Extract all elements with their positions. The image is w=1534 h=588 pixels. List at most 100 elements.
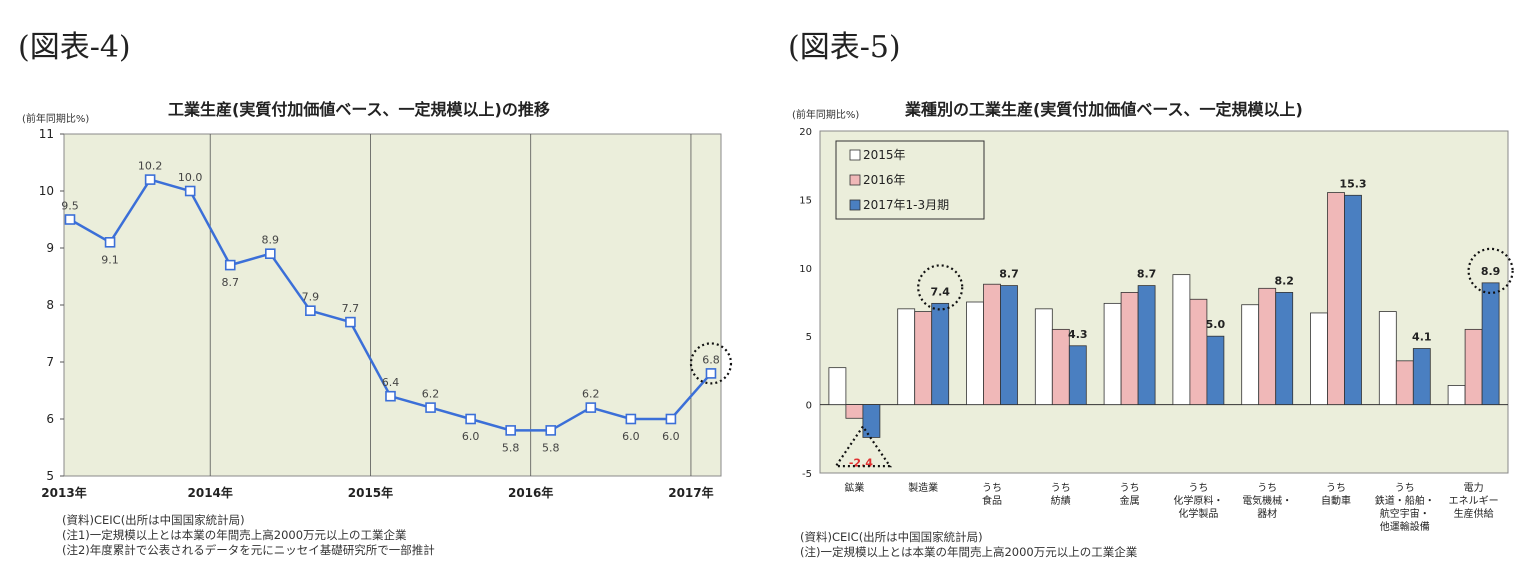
x-tick-label: 2015年 [348, 485, 393, 500]
highlight-circle [917, 264, 964, 311]
bar [1447, 385, 1466, 405]
bar [931, 302, 950, 406]
bar [1206, 335, 1225, 406]
chart-notes-4: (資料)CEIC(出所は中国国家統計局) (注1)一定規模以上とは本業の年間売上… [62, 513, 435, 558]
data-point [505, 425, 516, 436]
data-label: 4.1 [1412, 331, 1432, 344]
category-label: うち [1188, 482, 1208, 494]
bar [1241, 304, 1260, 405]
legend-label: 2017年1-3月期 [863, 198, 949, 212]
bar [1172, 274, 1191, 406]
data-label: 4.3 [1068, 328, 1088, 341]
note-line: (注1)一定規模以上とは本業の年間売上高2000万元以上の工業企業 [62, 528, 407, 542]
plot-area [63, 133, 722, 477]
y-tick-label: 5 [806, 332, 812, 343]
y-tick-label: 8 [46, 298, 54, 312]
data-label: -2.4 [849, 456, 873, 469]
bar [1103, 302, 1122, 406]
x-tick-label: 2017年 [668, 485, 713, 500]
category-label: うち [1257, 482, 1277, 494]
data-point [545, 425, 557, 436]
bar [828, 367, 847, 406]
bar [1481, 282, 1500, 405]
data-label: 6.8 [702, 353, 720, 366]
category-label: 化学製品 [1178, 507, 1218, 520]
x-tick-label: 2014年 [188, 485, 233, 500]
bar [1464, 328, 1483, 405]
y-tick-label: 15 [799, 195, 812, 206]
data-label: 6.0 [622, 430, 640, 443]
highlight-circle [1467, 247, 1514, 294]
category-label: 電力 [1464, 481, 1484, 494]
bar [1327, 192, 1345, 405]
data-point [64, 214, 76, 225]
bar [1258, 287, 1277, 406]
bar [897, 308, 916, 405]
note-line: (注2)年度累計で公表されるデータを元にニッセイ基礎研究所で一部推計 [62, 543, 435, 557]
y-tick-label: 6 [46, 412, 54, 426]
category-label: 製造業 [908, 481, 938, 494]
bar [1189, 298, 1208, 406]
bar [1395, 360, 1414, 406]
y-tick-label: 7 [46, 355, 54, 369]
legend-swatch [849, 149, 861, 161]
bar [914, 311, 933, 405]
data-label: 10.2 [138, 160, 163, 173]
bar [1275, 292, 1294, 406]
data-point [184, 185, 196, 197]
x-tick-label: 2016年 [508, 485, 553, 500]
bar [983, 283, 1001, 406]
data-label: 8.7 [221, 276, 239, 289]
data-point [465, 413, 476, 425]
data-label: 5.0 [1206, 318, 1226, 331]
bar [1344, 194, 1362, 406]
data-point [705, 368, 717, 379]
data-point [305, 305, 316, 317]
data-label: 6.0 [462, 430, 480, 443]
bar [1137, 285, 1156, 406]
category-label: 他運輸設備 [1380, 520, 1430, 533]
legend-label: 2015年 [863, 148, 906, 162]
category-label: うち [1395, 482, 1415, 494]
category-label: うち [1326, 482, 1346, 494]
data-point [265, 248, 276, 259]
bar [966, 301, 984, 405]
legend-swatch [849, 199, 861, 211]
data-label: 9.5 [61, 200, 79, 213]
data-label: 8.7 [1137, 268, 1157, 281]
legend-swatch [849, 174, 861, 186]
category-label: 金属 [1120, 494, 1140, 507]
category-label: うち [1051, 482, 1071, 494]
chart-notes-5: (資料)CEIC(出所は中国国家統計局) (注)一定規模以上とは本業の年間売上高… [800, 530, 1137, 560]
bar [1051, 328, 1070, 405]
y-tick-label: 10 [799, 264, 812, 275]
data-label: 6.0 [662, 430, 680, 443]
data-point [625, 413, 637, 425]
highlight-triangle [833, 424, 892, 468]
bar [1068, 345, 1087, 406]
data-label: 15.3 [1339, 177, 1366, 190]
bar [1120, 292, 1139, 406]
data-point [385, 390, 396, 402]
category-label: エネルギー [1449, 495, 1499, 507]
category-label: 航空宇宙・ [1380, 507, 1430, 520]
data-label: 8.2 [1274, 274, 1294, 287]
category-label: 器材 [1257, 507, 1277, 520]
data-point [585, 402, 597, 413]
data-label: 9.1 [101, 253, 119, 266]
data-label: 7.9 [302, 291, 320, 304]
data-label: 5.8 [542, 441, 560, 454]
data-point [345, 316, 356, 328]
data-point [665, 413, 677, 425]
y-tick-label: 10 [39, 184, 54, 198]
y-tick-label: 5 [46, 469, 54, 483]
data-label: 7.4 [930, 285, 950, 298]
data-label: 5.8 [502, 441, 520, 454]
category-label: 鉱業 [844, 481, 864, 494]
category-label: 紡績 [1051, 494, 1071, 507]
category-label: うち [982, 482, 1002, 494]
figure-label-5: (図表-5) [788, 30, 901, 65]
category-label: 自動車 [1321, 494, 1351, 507]
y-tick-label: 9 [46, 241, 54, 255]
